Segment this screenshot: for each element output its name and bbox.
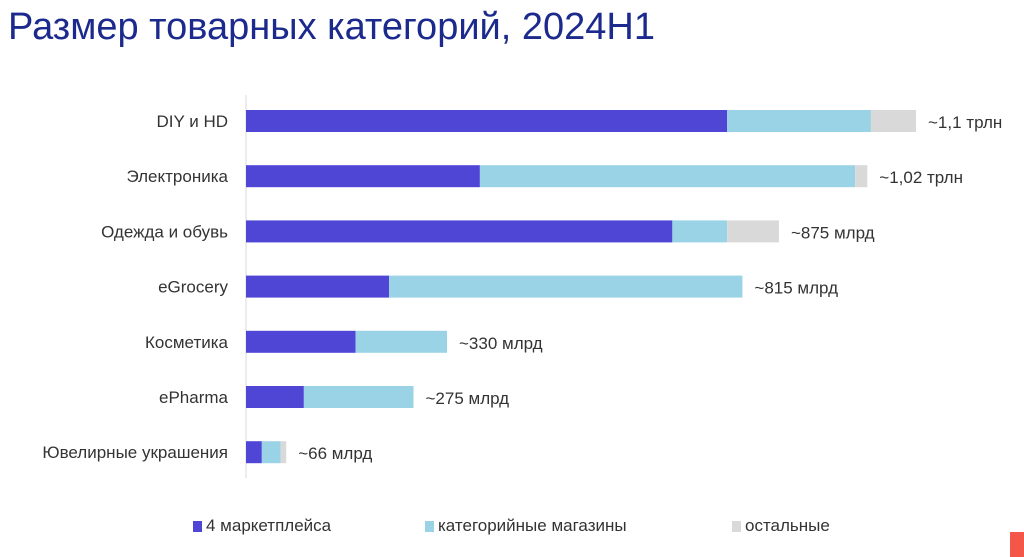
data-label: ~875 млрд — [791, 223, 875, 242]
data-label: ~66 млрд — [298, 444, 372, 463]
legend-swatch — [732, 520, 741, 532]
category-label: Электроника — [126, 167, 228, 186]
bar-segment-3 — [870, 110, 916, 132]
legend-item: 4 маркетплейса — [193, 516, 331, 536]
decorative-corner — [1010, 532, 1024, 557]
legend-label: категорийные магазины — [438, 516, 627, 535]
category-label: Ювелирные украшения — [42, 443, 228, 462]
bar-segment-3 — [727, 220, 779, 243]
bar-segment-1 — [246, 386, 304, 408]
category-label: Косметика — [145, 333, 229, 352]
data-label: ~1,1 трлн — [928, 113, 1002, 132]
bar-segment-2 — [479, 165, 856, 188]
bar-segment-2 — [389, 275, 743, 298]
bar-segment-1 — [246, 220, 673, 243]
bar-segment-1 — [246, 330, 356, 353]
category-label: Одежда и обувь — [101, 222, 228, 241]
data-label: ~1,02 трлн — [879, 168, 963, 187]
bar-segment-3 — [855, 165, 868, 188]
bar-segment-2 — [261, 441, 281, 464]
bar-segment-1 — [246, 441, 262, 464]
category-label: DIY и HD — [156, 112, 228, 131]
bar-segment-1 — [246, 275, 390, 298]
bar-segment-3 — [280, 441, 287, 464]
legend-item: остальные — [732, 516, 830, 536]
bar-segment-2 — [303, 386, 414, 408]
legend-label: остальные — [745, 516, 830, 535]
bar-segment-2 — [727, 110, 871, 132]
legend-label: 4 маркетплейса — [206, 516, 332, 535]
data-label: ~330 млрд — [459, 334, 543, 353]
legend-swatch — [425, 520, 434, 532]
bar-segment-1 — [246, 165, 480, 188]
data-label: ~275 млрд — [426, 389, 510, 408]
bar-segment-1 — [246, 110, 728, 132]
legend-item: категорийные магазины — [425, 516, 627, 536]
category-label: eGrocery — [158, 278, 228, 297]
bar-segment-2 — [355, 330, 447, 353]
data-label: ~815 млрд — [754, 279, 838, 298]
legend-swatch — [193, 520, 202, 532]
page-title: Размер товарных категорий, 2024H1 — [8, 6, 656, 48]
bar-segment-2 — [672, 220, 728, 243]
category-label: ePharma — [159, 388, 229, 407]
